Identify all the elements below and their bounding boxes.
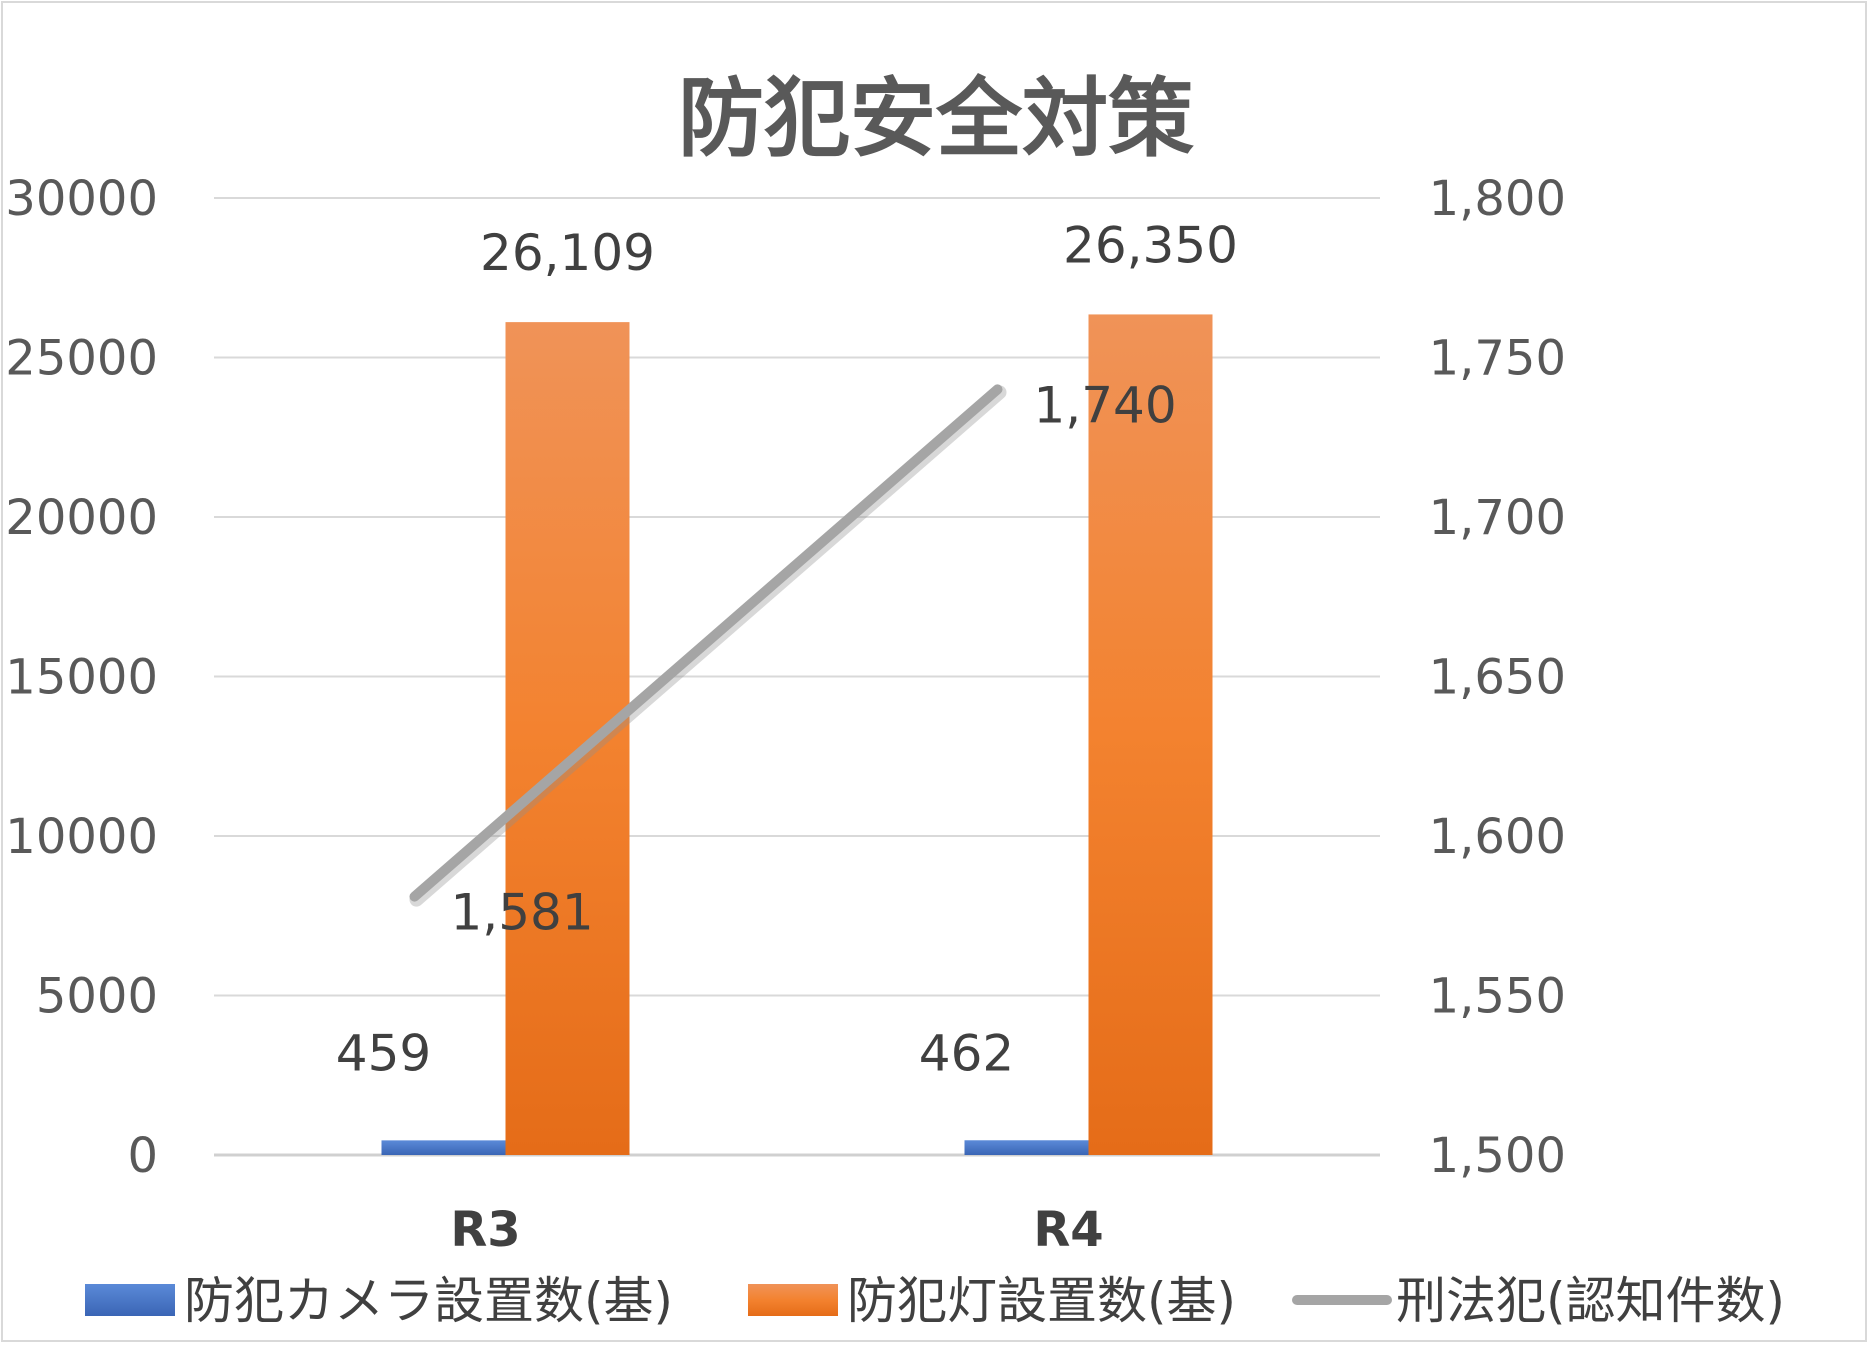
left-tick-label: 20000 [5, 490, 158, 546]
right-y-axis: 1,500 1,550 1,600 1,650 1,700 1,750 1,800 [1429, 171, 1566, 1184]
right-tick-label: 1,800 [1429, 171, 1566, 227]
left-tick-label: 5000 [36, 969, 158, 1025]
line-data-label: 1,740 [1034, 376, 1177, 434]
right-tick-label: 1,550 [1429, 969, 1566, 1025]
legend-label: 刑法犯(認知件数) [1396, 1272, 1785, 1330]
bar-data-label: 26,109 [480, 224, 655, 282]
left-tick-label: 0 [127, 1128, 158, 1184]
bar-data-label: 462 [919, 1024, 1014, 1082]
left-tick-label: 25000 [5, 331, 158, 387]
legend-swatch [85, 1284, 175, 1316]
legend-label: 防犯カメラ設置数(基) [184, 1272, 673, 1330]
line-series [409, 384, 1007, 907]
legend-label: 防犯灯設置数(基) [847, 1272, 1236, 1330]
bar-r3-series0 [381, 1140, 506, 1155]
left-y-axis: 0 5000 10000 15000 20000 25000 30000 [5, 171, 158, 1184]
left-tick-label: 10000 [5, 809, 158, 865]
x-axis-categories: R3 R4 [450, 1202, 1103, 1258]
data-labels: 459 462 26,109 26,350 1,581 1,740 [336, 216, 1238, 1082]
right-tick-label: 1,750 [1429, 331, 1566, 387]
right-tick-label: 1,700 [1429, 490, 1566, 546]
right-tick-label: 1,600 [1429, 809, 1566, 865]
category-label: R3 [450, 1202, 520, 1258]
legend-swatch [748, 1284, 838, 1316]
line-data-label: 1,581 [451, 884, 594, 942]
left-tick-label: 15000 [5, 650, 158, 706]
bar-data-label: 459 [336, 1024, 431, 1082]
bar-data-label: 26,350 [1063, 216, 1238, 274]
bar-r3-series1 [505, 322, 630, 1155]
legend: 防犯カメラ設置数(基) 防犯灯設置数(基) 刑法犯(認知件数) [85, 1272, 1785, 1330]
bar-series [381, 314, 1213, 1155]
right-tick-label: 1,500 [1429, 1128, 1566, 1184]
right-tick-label: 1,650 [1429, 650, 1566, 706]
left-tick-label: 30000 [5, 171, 158, 227]
category-label: R4 [1033, 1202, 1103, 1258]
bar-r4-series0 [964, 1140, 1089, 1155]
bar-r4-series1 [1088, 314, 1213, 1155]
line-series-path [409, 384, 1003, 902]
chart-title: 防犯安全対策 [678, 69, 1194, 169]
